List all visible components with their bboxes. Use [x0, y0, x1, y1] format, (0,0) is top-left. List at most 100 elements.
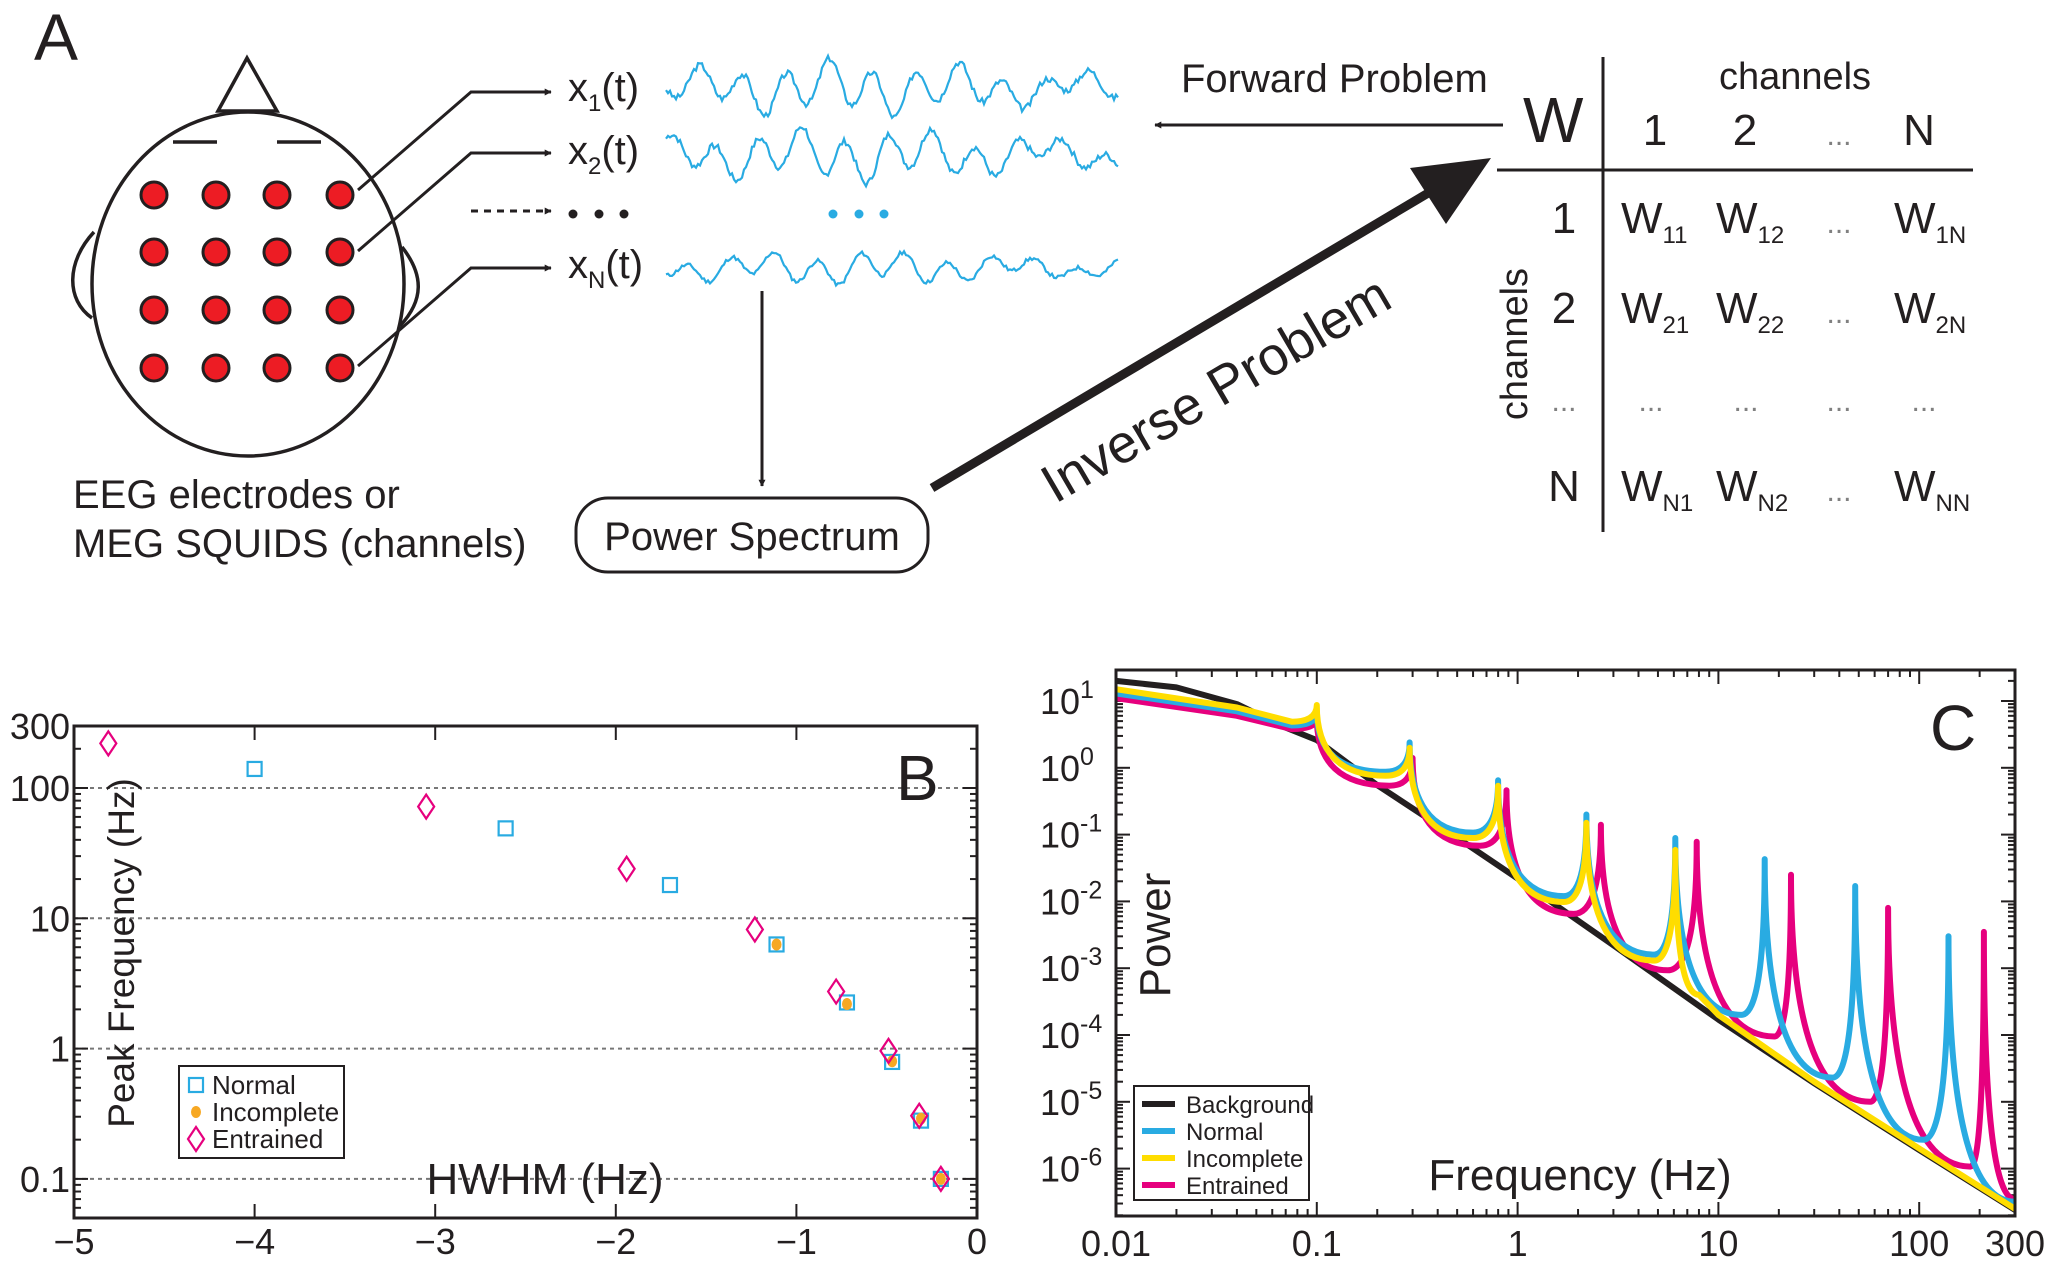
b-data-points	[98, 729, 951, 1193]
b-x-tick-labels: −5 −4 −3 −2 −1 0	[53, 1221, 987, 1262]
b-x-tick-label: 0	[967, 1221, 987, 1262]
matrix-cell: W1N	[1894, 194, 1966, 249]
b-legend-label: Normal	[212, 1070, 296, 1100]
matrix-cell-symbol: W	[1621, 194, 1663, 243]
head-outline	[90, 110, 406, 458]
b-legend-marker-incomplete	[191, 1106, 201, 1118]
b-y-tick-label: 0.1	[20, 1159, 70, 1200]
c-y-tick-label: 10-2	[1040, 876, 1102, 922]
b-point-incomplete	[887, 1055, 898, 1068]
c-y-tick-base: 10	[1040, 881, 1080, 922]
c-y-tick-label: 100	[1040, 743, 1094, 789]
matrix-cell-symbol: W	[1894, 194, 1936, 243]
matrix-ellipsis: ...	[1733, 385, 1758, 418]
matrix-cell-index: N2	[1758, 490, 1789, 517]
matrix-cell: W2N	[1894, 284, 1966, 339]
c-x-tick-label: 10	[1698, 1223, 1738, 1264]
signal-traces	[665, 52, 1119, 288]
power-spectrum-label: Power Spectrum	[604, 515, 900, 559]
signal-trace-1	[665, 52, 1119, 120]
c-y-tick-label: 101	[1040, 676, 1094, 722]
electrode	[139, 180, 169, 210]
matrix-column-header: N	[1903, 106, 1935, 155]
matrix-cell-symbol: W	[1716, 284, 1758, 333]
c-y-tick-base: 10	[1040, 948, 1080, 989]
electrode	[201, 180, 231, 210]
b-legend-label: Entrained	[212, 1124, 323, 1154]
signal-labels: x1(t) x2(t) xN(t)	[568, 66, 643, 294]
electrode	[201, 237, 231, 267]
electrode	[139, 237, 169, 267]
electrode	[325, 353, 355, 383]
b-legend-marker-normal	[187, 1076, 205, 1094]
matrix-cell-index: 22	[1758, 312, 1785, 339]
matrix-ellipsis: ...	[1826, 207, 1851, 240]
b-x-axis-label: HWHM (Hz)	[426, 1155, 663, 1204]
c-y-tick-base: 10	[1040, 815, 1080, 856]
matrix-cell-index: 11	[1663, 222, 1688, 249]
b-point-normal	[497, 820, 514, 837]
c-y-axis-label: Power	[1131, 873, 1180, 998]
b-point-entrained	[98, 729, 118, 758]
matrix-cell: W21	[1621, 284, 1689, 339]
c-series-lines	[1115, 677, 2017, 1213]
c-y-tick-label: 10-6	[1040, 1144, 1102, 1190]
c-y-tick-exponent: 1	[1080, 676, 1094, 704]
b-legend-marker-entrained	[186, 1125, 206, 1153]
electrode-grid	[139, 180, 355, 383]
b-point-entrained	[931, 1164, 951, 1193]
b-point-incomplete	[935, 1172, 946, 1185]
matrix-symbol: W	[1523, 84, 1584, 156]
c-y-tick-base: 10	[1040, 1082, 1080, 1123]
matrix-row-header: 2	[1552, 284, 1576, 333]
b-y-tick-labels: 0.1 1 10 100 300	[10, 706, 70, 1200]
matrix-row-header: ...	[1551, 385, 1576, 418]
c-legend-label: Incomplete	[1186, 1146, 1303, 1173]
b-legend-label: Incomplete	[212, 1097, 339, 1127]
b-point-entrained	[909, 1101, 929, 1130]
c-x-tick-labels: 0.01 0.1 1 10 100 300	[1081, 1223, 2045, 1264]
c-plot-frame	[1114, 668, 2017, 1218]
matrix-ellipsis: ...	[1638, 385, 1663, 418]
weight-matrix: W channels channels 1 2... N1 W11 W12... W1N2…	[1494, 56, 1973, 532]
caption: EEG electrodes or MEG SQUIDS (channels)	[73, 473, 526, 566]
signal-label-n: xN(t)	[568, 243, 643, 294]
matrix-cell-symbol: W	[1716, 194, 1758, 243]
matrix-cell-index: NN	[1936, 490, 1971, 517]
c-legend-label: Normal	[1186, 1119, 1263, 1146]
matrix-cell-index: N1	[1663, 490, 1694, 517]
c-x-tick-label: 0.01	[1081, 1223, 1151, 1264]
b-point-normal	[768, 936, 785, 953]
b-y-tick-label: 1	[50, 1029, 70, 1070]
connector-1	[357, 88, 552, 192]
c-y-tick-exponent: -4	[1080, 1010, 1102, 1038]
inverse-problem-label: Inverse Problem	[1031, 264, 1401, 514]
head-diagram	[71, 54, 420, 458]
c-y-tick-label: 10-3	[1040, 943, 1102, 989]
c-y-tick-exponent: -1	[1080, 810, 1102, 838]
matrix-column-header: 1	[1643, 106, 1667, 155]
electrode	[139, 295, 169, 325]
c-y-tick-exponent: -5	[1080, 1077, 1102, 1105]
matrix-cell-index: 12	[1758, 222, 1785, 249]
panel-a: A x1(t) x2(t) xN(t) EEG	[34, 0, 1973, 574]
electrode	[201, 295, 231, 325]
ellipsis-dots-blue	[828, 209, 889, 219]
b-gridlines	[74, 787, 977, 1180]
c-y-tick-base: 10	[1040, 1149, 1080, 1190]
b-panel-label: B	[896, 742, 939, 814]
c-y-tick-exponent: -6	[1080, 1144, 1102, 1172]
matrix-ellipsis: ...	[1826, 297, 1851, 330]
b-point-entrained	[745, 915, 765, 944]
c-panel-label: C	[1930, 692, 1976, 764]
matrix-column-header: 2	[1733, 106, 1757, 155]
matrix-cell-symbol: W	[1621, 284, 1663, 333]
b-y-tick-label: 100	[10, 768, 70, 809]
b-x-tick-label: −3	[415, 1221, 456, 1262]
electrode	[262, 353, 292, 383]
electrode	[262, 237, 292, 267]
panel-b-chart: −5 −4 −3 −2 −1 0 0.1 1 10 100 300 B HWHM (Hz) Pea…	[10, 706, 987, 1262]
c-y-tick-label: 10-4	[1040, 1010, 1102, 1056]
b-x-tick-label: −5	[53, 1221, 94, 1262]
